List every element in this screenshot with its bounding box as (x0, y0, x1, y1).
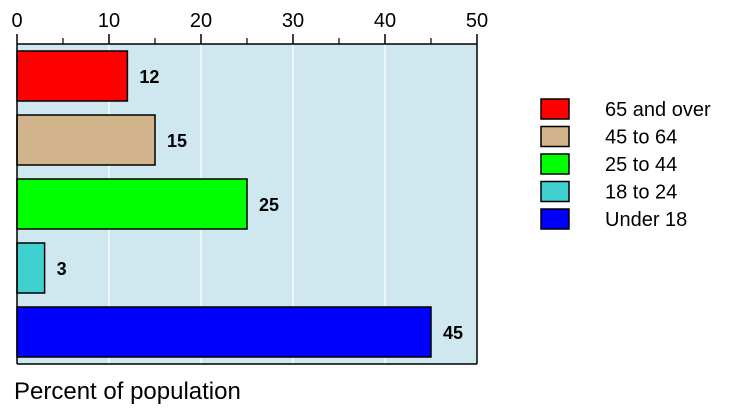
data-label-2: 25 (259, 195, 279, 215)
data-label-1: 15 (167, 131, 187, 151)
legend-swatch-4 (540, 208, 570, 230)
legend-label-1: 45 to 64 (605, 127, 677, 149)
legend-label-0: 65 and over (605, 99, 711, 121)
legend-swatch-3 (540, 180, 570, 203)
x-axis-title: Percent of population (14, 378, 241, 405)
data-label-3: 3 (57, 259, 67, 279)
bar-3 (16, 242, 46, 294)
legend-label-2: 25 to 44 (605, 154, 677, 176)
x-tick-label-40: 40 (374, 10, 396, 32)
bar-4 (16, 306, 432, 358)
data-label-4: 45 (443, 323, 463, 343)
legend-label-3: 18 to 24 (605, 182, 677, 204)
legend-swatch-1 (540, 125, 570, 148)
x-tick-label-20: 20 (190, 10, 212, 32)
data-label-0: 12 (139, 67, 159, 87)
bar-1 (16, 114, 156, 166)
x-tick-label-10: 10 (98, 10, 120, 32)
bar-2 (16, 178, 248, 230)
legend-label-4: Under 18 (605, 209, 687, 231)
bar-0 (16, 50, 129, 102)
legend-swatch-2 (540, 153, 570, 175)
x-tick-label-0: 0 (11, 10, 22, 32)
x-tick-label-50: 50 (466, 10, 488, 32)
x-tick-label-30: 30 (282, 10, 304, 32)
legend-swatch-0 (540, 98, 570, 120)
